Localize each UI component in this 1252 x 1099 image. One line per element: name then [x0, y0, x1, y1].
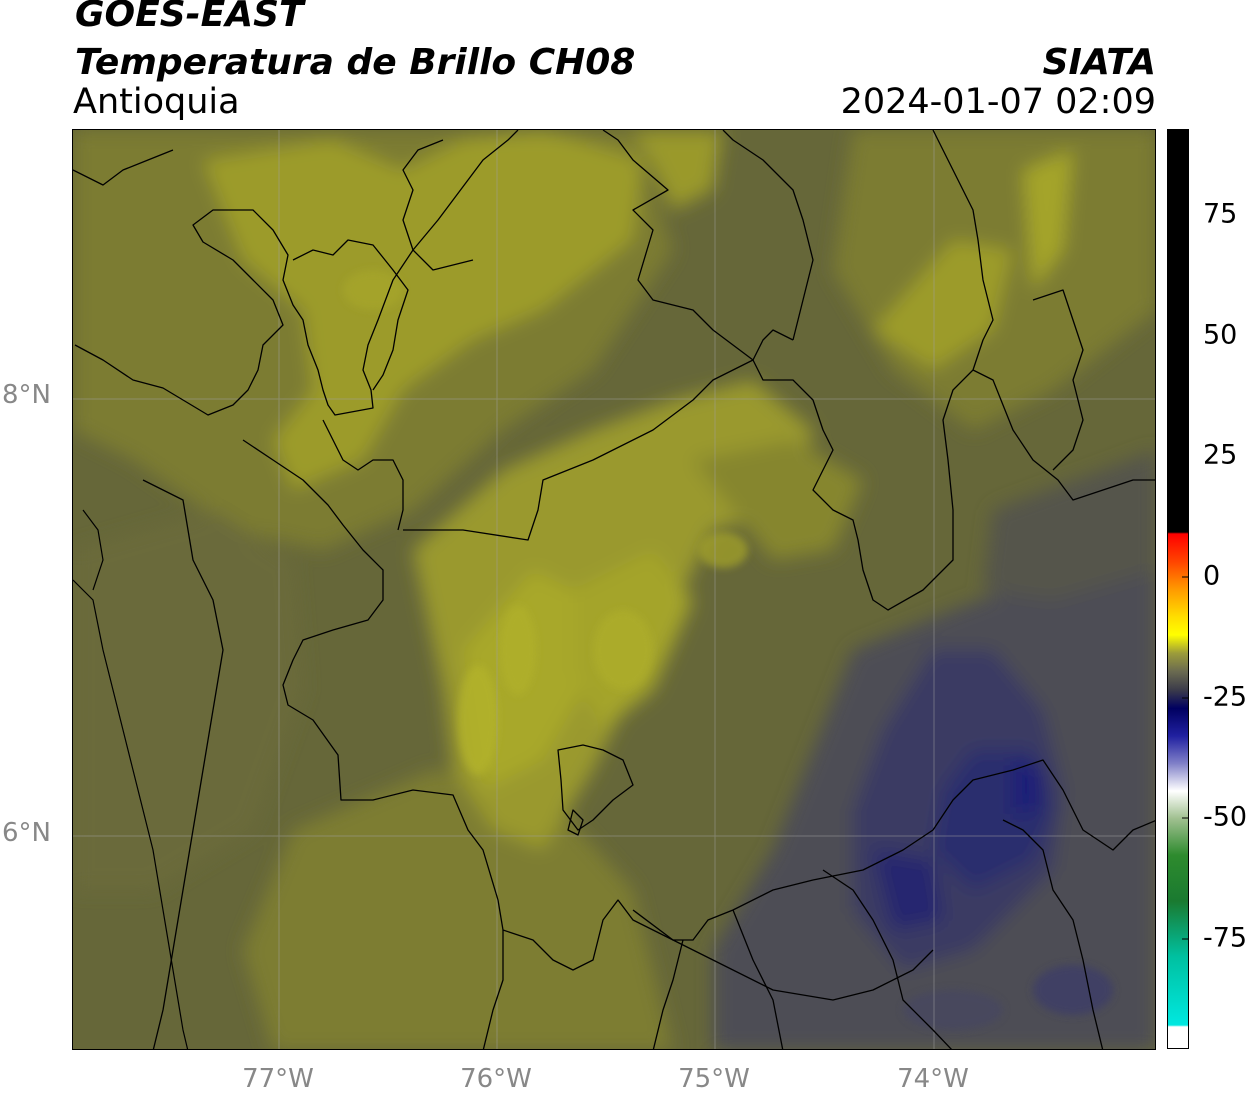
lon-label-77w: 77°W — [242, 1064, 314, 1094]
colorbar — [1167, 129, 1189, 1049]
colorbar-tick-minus25: -25 — [1203, 681, 1248, 713]
colorbar-gradient — [1168, 130, 1188, 1048]
colorbar-tick-25: 25 — [1203, 439, 1238, 471]
brightness-temperature-map — [72, 129, 1156, 1050]
lon-label-74w: 74°W — [897, 1064, 969, 1094]
colorbar-tick-75: 75 — [1203, 198, 1238, 230]
datetime-label: 2024-01-07 02:09 — [840, 82, 1156, 122]
fine-cells — [343, 270, 1113, 1030]
coastline — [73, 509, 189, 1049]
agency-label: SIATA — [1042, 42, 1156, 83]
lat-label-8n: 8°N — [2, 380, 51, 410]
map-canvas — [73, 130, 1155, 1049]
lat-label-6n: 6°N — [2, 818, 51, 848]
lon-label-76w: 76°W — [460, 1064, 532, 1094]
lon-label-75w: 75°W — [678, 1064, 750, 1094]
region-label: Antioquia — [73, 82, 240, 122]
colorbar-tick-minus75: -75 — [1203, 922, 1248, 954]
admin-borders — [73, 130, 1155, 1049]
product-title: Temperatura de Brillo CH08 — [75, 42, 636, 83]
temperature-field — [73, 130, 1155, 1049]
colorbar-tick-0: 0 — [1203, 560, 1221, 592]
colorbar-tick-minus50: -50 — [1203, 801, 1248, 833]
satellite-title: GOES-EAST — [75, 0, 304, 35]
colorbar-tick-50: 50 — [1203, 319, 1238, 351]
